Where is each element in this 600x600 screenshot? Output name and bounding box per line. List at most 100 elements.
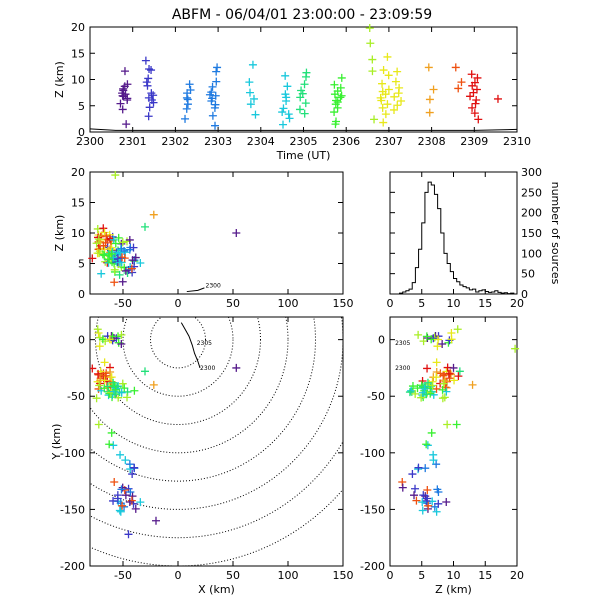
source-marker [136,259,145,268]
figure-title: ABFM - 06/04/01 23:00:00 - 23:09:59 [172,7,432,23]
source-marker [466,92,475,101]
time-height-sources [116,24,502,130]
ground-trace [89,128,518,131]
source-marker [205,90,214,99]
source-marker [131,253,140,262]
source-marker [207,97,216,106]
y-tick-label: 20 [71,21,85,34]
source-marker [109,334,118,343]
source-marker [100,384,109,393]
source-marker [115,270,124,279]
source-marker [149,91,158,100]
source-marker [381,110,390,119]
source-marker [125,235,134,244]
track-time-label: 2300 [395,365,410,372]
source-marker [283,82,292,91]
source-marker [117,339,126,348]
source-marker [208,82,217,91]
source-marker [147,95,156,104]
source-marker [109,496,118,505]
source-marker [440,393,449,402]
source-marker [429,85,438,94]
source-marker [370,115,379,124]
source-marker [365,24,374,33]
source-marker [136,498,145,507]
x-tick-label: 2300 [76,135,104,148]
y-tick-label: 20 [71,166,85,179]
track-time-label: 2305 [395,340,410,347]
source-marker [378,79,387,88]
source-marker [423,494,432,503]
source-marker [117,330,126,339]
source-marker [434,499,443,508]
source-marker [472,85,481,94]
y-tick-label: -50 [367,390,385,403]
y-tick-label: 50 [521,268,535,281]
source-marker [423,378,432,387]
source-marker [427,428,436,437]
source-marker [420,384,429,393]
range-ring [122,317,234,397]
source-marker [143,81,152,90]
plan-sources [90,325,241,539]
y-tick-label: 0 [78,334,85,347]
source-marker [97,269,106,278]
y-axis-label: Z (km) [53,61,66,98]
source-marker [410,491,419,500]
source-marker [118,277,127,286]
source-marker [98,335,107,344]
source-marker [131,504,140,513]
source-marker [109,253,118,262]
source-marker [118,105,127,114]
source-marker [213,63,222,72]
track-time-label: 2305 [197,340,212,347]
x-tick-label: 150 [333,569,354,582]
source-marker [141,56,150,65]
source-marker [94,233,103,242]
source-marker [425,108,434,117]
source-marker [453,325,462,334]
x-tick-label: 2305 [290,135,318,148]
x-z-sources [88,171,241,287]
source-marker [429,450,438,459]
source-marker [95,342,104,351]
source-marker [109,235,118,244]
source-marker [393,101,402,110]
source-marker [418,506,427,515]
source-marker [118,379,127,388]
source-marker [123,80,132,89]
source-marker [102,232,111,241]
source-marker [473,73,482,82]
x-tick-label: 0 [175,297,182,310]
source-marker [408,382,417,391]
source-marker [302,68,311,77]
source-marker [414,330,423,339]
source-marker [390,92,399,101]
source-marker [121,266,130,275]
source-marker [407,386,416,395]
source-marker [121,456,130,465]
source-marker [468,380,477,389]
source-marker [467,70,476,79]
source-marker [395,83,404,92]
source-marker [442,497,451,506]
y-tick-label: 5 [78,100,85,113]
source-marker [116,248,125,257]
y-tick-label: 300 [521,166,542,179]
source-marker [110,265,119,274]
source-marker [457,78,466,87]
source-marker [336,83,345,92]
y-tick-label: 250 [521,186,542,199]
range-ring [90,317,316,482]
source-marker [332,117,340,126]
source-marker [123,94,132,103]
source-marker [181,114,190,123]
source-marker [107,249,116,258]
y-tick-label: -150 [60,503,85,516]
source-marker [427,335,436,344]
source-marker [366,39,375,48]
source-marker [105,255,114,264]
source-marker [111,390,120,399]
source-marker [105,335,114,344]
